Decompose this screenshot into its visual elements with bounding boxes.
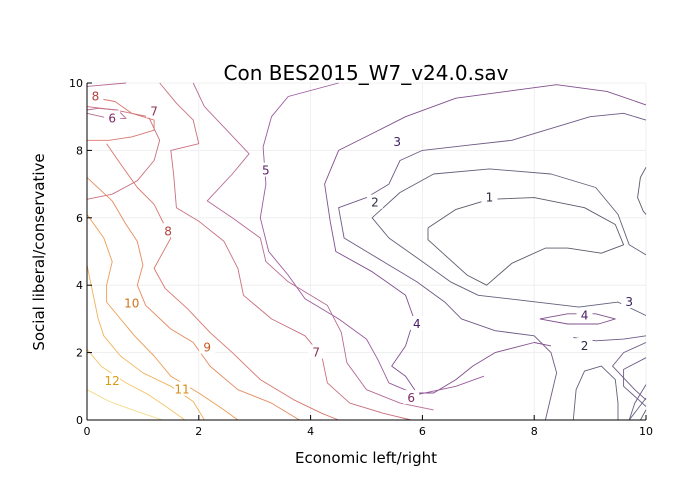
contour-label: 6 — [407, 391, 415, 405]
contour-label-bg — [366, 194, 383, 209]
contour-label: 2 — [371, 196, 379, 210]
y-tick-label: 8 — [76, 144, 83, 157]
y-tick-label: 4 — [76, 279, 83, 292]
contour-line-level-4 — [324, 84, 647, 394]
contour-label-bg — [481, 189, 498, 204]
contour-line-level-2 — [640, 409, 647, 421]
contour-label-bg — [160, 223, 177, 238]
contour-line-level-13 — [86, 389, 163, 421]
contour-label-bg — [146, 103, 163, 118]
contour-line-level-2 — [371, 168, 647, 316]
contour-line-level-4 — [539, 313, 616, 325]
contour-label: 4 — [413, 317, 421, 331]
contour-label: 10 — [124, 297, 139, 311]
contour-label-bg — [87, 88, 104, 103]
x-axis-ticks: 0 2 4 6 8 10 — [84, 415, 653, 438]
contour-label-bg — [621, 294, 638, 309]
chart-title: Con BES2015_W7_v24.0.sav — [224, 61, 509, 85]
contour-line-level-9 — [86, 177, 300, 421]
contour-line-level-1 — [637, 167, 647, 215]
contour-line-level-7 — [159, 82, 412, 421]
contour-label: 7 — [312, 346, 320, 360]
contour-line-level-1 — [427, 197, 625, 286]
contour-label-bg — [308, 344, 325, 359]
contour-label: 3 — [393, 135, 401, 149]
contour-label: 1 — [486, 191, 494, 205]
contour-label: 12 — [105, 374, 120, 388]
contour-line-level-3 — [612, 342, 647, 401]
contour-label: 7 — [150, 105, 158, 119]
contour-label: 9 — [203, 341, 211, 355]
x-axis-label: Economic left/right — [295, 449, 437, 467]
y-tick-label: 6 — [76, 212, 83, 225]
contour-line-level-6 — [192, 82, 434, 411]
x-tick-label: 6 — [419, 425, 426, 438]
y-tick-label: 0 — [76, 414, 83, 427]
x-tick-label: 10 — [639, 425, 653, 438]
contour-line-level-8 — [106, 143, 339, 421]
axes — [86, 83, 646, 421]
contour-label-bg — [174, 381, 191, 396]
contour-lines — [86, 82, 647, 421]
contour-label-bg — [389, 133, 406, 148]
contour-line-level-2 — [628, 397, 647, 421]
contour-label-bg — [257, 162, 274, 177]
y-tick-label: 2 — [76, 347, 83, 360]
contour-label-bg — [576, 337, 593, 352]
contour-label: 6 — [108, 111, 116, 125]
contour-line-level-8 — [86, 96, 155, 141]
contour-line-level-6 — [86, 82, 127, 87]
contour-label-bg — [123, 295, 140, 310]
x-tick-label: 0 — [84, 425, 91, 438]
contour-label: 3 — [625, 295, 633, 309]
y-tick-label: 10 — [69, 77, 83, 90]
contour-line-level-11 — [86, 264, 205, 421]
contour-line-level-3 — [623, 357, 647, 407]
contour-line-level-12 — [86, 348, 186, 421]
contour-label-bg — [403, 390, 420, 405]
contour-line-level-7 — [86, 106, 161, 200]
contour-label: 2 — [581, 339, 589, 353]
contour-label: 4 — [581, 309, 589, 323]
contour-label-bg — [408, 315, 425, 330]
x-tick-label: 4 — [307, 425, 314, 438]
contour-label: 5 — [262, 164, 270, 178]
contour-label: 11 — [174, 383, 189, 397]
contour-label-bg — [576, 307, 593, 322]
y-axis-ticks: 0 2 4 6 8 10 — [69, 77, 92, 427]
contour-line-level-10 — [86, 214, 239, 421]
y-axis-label: Social liberal/conservative — [30, 153, 48, 350]
contour-label-bg — [104, 110, 121, 125]
contour-label-bg — [104, 373, 121, 388]
contour-line-level-5 — [259, 82, 485, 396]
contour-line-level-2 — [572, 365, 619, 421]
contour-line-level-3 — [628, 384, 647, 421]
contour-label: 8 — [92, 89, 100, 103]
contour-label-bg — [199, 339, 216, 354]
x-tick-label: 8 — [531, 425, 538, 438]
contour-label: 8 — [164, 224, 172, 238]
x-tick-label: 2 — [195, 425, 202, 438]
